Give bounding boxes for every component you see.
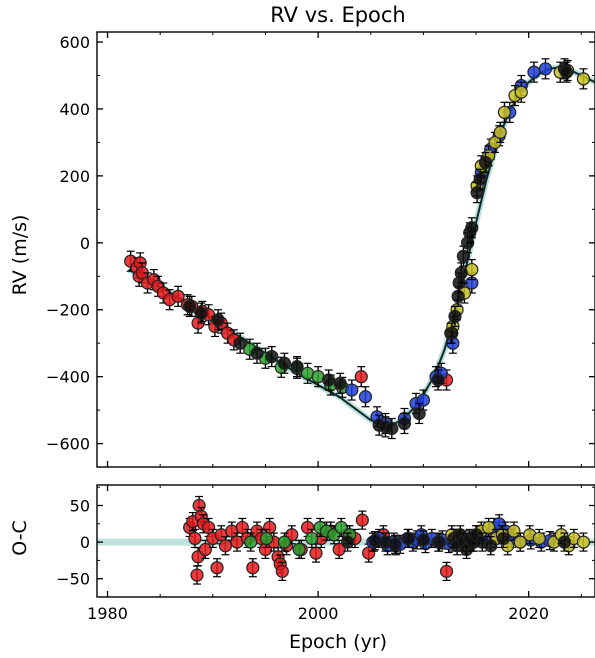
data-point — [527, 65, 541, 79]
rv-panel: −600 −400 −200 0 200 400 600 — [46, 31, 595, 468]
data-point — [448, 309, 462, 324]
plot-area — [124, 58, 595, 440]
data-point — [514, 85, 528, 99]
data-point — [493, 125, 507, 139]
data-point — [431, 373, 445, 387]
data-point — [388, 537, 402, 551]
data-point — [275, 564, 289, 578]
data-point — [496, 531, 511, 546]
data-point — [190, 568, 204, 582]
y-tick-label-0: 0 — [80, 234, 90, 253]
data-point — [513, 535, 527, 549]
data-point — [397, 416, 412, 431]
data-point — [322, 373, 336, 387]
data-point — [576, 72, 591, 86]
data-point — [244, 535, 258, 549]
data-point — [198, 542, 213, 557]
data-point — [309, 546, 323, 560]
axes-frame — [96, 484, 595, 598]
data-point — [333, 376, 347, 390]
data-point — [557, 535, 572, 549]
data-point — [538, 62, 553, 76]
oc-axis-y-label: O-C — [9, 520, 31, 556]
data-point — [340, 535, 355, 549]
rv-axis-y-label: RV (m/s) — [9, 215, 31, 296]
x-axis-label: Epoch (yr) — [289, 631, 387, 653]
data-point — [497, 105, 512, 119]
data-point — [277, 356, 292, 370]
data-point — [454, 266, 468, 280]
y-tick-label--200: −200 — [46, 301, 90, 320]
series-2 — [244, 517, 357, 560]
data-point — [171, 289, 185, 303]
data-point — [235, 520, 249, 535]
y-tick-label-400: 400 — [59, 100, 90, 119]
data-point — [332, 542, 346, 557]
x-tick-label-2020: 2020 — [508, 604, 549, 623]
data-point — [292, 542, 306, 557]
data-point — [507, 524, 521, 538]
y-tick-label-50: 50 — [70, 496, 90, 515]
y-tick-label-200: 200 — [59, 167, 90, 186]
data-point — [532, 531, 546, 546]
data-point — [451, 289, 465, 303]
data-point — [263, 520, 277, 535]
data-point — [265, 349, 279, 364]
data-point — [482, 520, 496, 535]
data-point — [355, 513, 369, 527]
data-point — [210, 561, 224, 575]
data-point — [194, 306, 208, 320]
data-point — [259, 531, 274, 546]
y-tick-label--50: −50 — [56, 570, 90, 589]
data-point — [188, 531, 202, 546]
data-point — [473, 172, 487, 186]
data-point — [465, 221, 479, 235]
data-point — [233, 336, 247, 350]
series-5 — [340, 525, 572, 560]
data-point — [211, 313, 225, 327]
axes-frame — [96, 31, 595, 468]
data-point — [183, 299, 197, 313]
data-point — [334, 520, 348, 535]
data-point — [218, 539, 233, 553]
data-point — [250, 346, 264, 360]
data-point — [277, 535, 292, 549]
data-point — [470, 186, 484, 200]
plot-area — [97, 495, 595, 585]
data-point — [246, 561, 260, 575]
y-tick-label--600: −600 — [46, 435, 90, 454]
series-5 — [183, 58, 574, 440]
data-point — [576, 535, 591, 549]
data-point — [402, 531, 416, 546]
oc-panel: 1980 2000 2020 −50 0 50 — [56, 484, 595, 623]
data-point — [416, 533, 430, 547]
data-point — [305, 531, 319, 546]
data-point — [478, 155, 493, 170]
data-point — [412, 406, 426, 421]
data-point — [358, 390, 373, 404]
data-point — [439, 564, 454, 578]
data-point — [345, 383, 359, 397]
data-point — [484, 539, 498, 553]
rv-plot-title: RV vs. Epoch — [270, 3, 406, 27]
data-point — [290, 360, 304, 374]
y-tick-label-600: 600 — [59, 33, 90, 52]
data-point — [192, 498, 206, 513]
data-point — [432, 535, 446, 549]
y-tick-label--400: −400 — [46, 368, 90, 387]
x-tick-label-2000: 2000 — [298, 604, 339, 623]
y-tick-label-0: 0 — [80, 533, 90, 552]
data-point — [445, 326, 459, 340]
x-tick-label-1980: 1980 — [87, 604, 128, 623]
data-point — [559, 65, 574, 79]
data-point — [354, 370, 368, 384]
data-point — [385, 421, 399, 436]
